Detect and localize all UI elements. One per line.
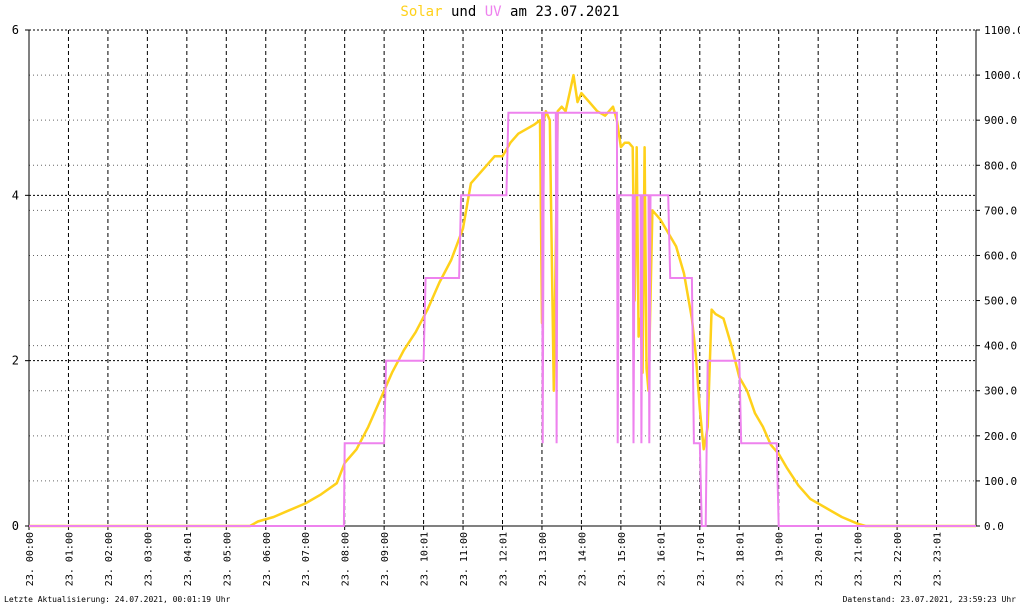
- x-tick-label: 23. 16:01: [656, 532, 667, 586]
- x-tick-label: 23. 08:00: [341, 532, 352, 586]
- left-tick-label: 4: [12, 188, 19, 202]
- x-tick-label: 23. 07:00: [301, 532, 312, 586]
- right-tick-label: 900.0: [984, 114, 1017, 127]
- x-tick-label: 23. 13:00: [538, 532, 549, 586]
- series-line-uv: [29, 111, 976, 527]
- axis-layer: [25, 29, 980, 530]
- x-tick-label: 23. 11:00: [459, 532, 470, 586]
- x-tick-label: 23. 03:00: [143, 532, 154, 586]
- x-tick-label: 23. 12:01: [499, 532, 510, 586]
- right-tick-label: 500.0: [984, 295, 1017, 308]
- right-tick-label: 600.0: [984, 249, 1017, 262]
- right-tick-label: 100.0: [984, 475, 1017, 488]
- right-tick-label: 400.0: [984, 340, 1017, 353]
- right-tick-label: 700.0: [984, 204, 1017, 217]
- title-date: 23.07.2021: [535, 4, 620, 20]
- x-tick-label: 23. 20:01: [814, 532, 825, 586]
- x-tick-label: 23. 04:01: [183, 532, 194, 586]
- right-tick-label: 0.0: [984, 520, 1004, 533]
- label-layer: 0 2 4 6 0.0 100.0 200.0 300.0 400.0 500.0 600.0 700…: [12, 23, 1020, 586]
- series-line-solar: [29, 73, 976, 528]
- right-tick-label: 200.0: [984, 430, 1017, 443]
- x-tick-label: 23. 19:00: [775, 532, 786, 586]
- left-tick-label: 6: [12, 23, 19, 37]
- x-tick-label: 23. 14:00: [577, 532, 588, 586]
- x-tick-label: 23. 00:00: [25, 532, 36, 586]
- title-uv: UV: [484, 4, 502, 20]
- right-tick-label: 800.0: [984, 159, 1017, 172]
- grid-layer: [29, 29, 976, 526]
- x-tick-label: 23. 01:00: [64, 532, 75, 586]
- x-tick-label: 23. 21:00: [854, 532, 865, 586]
- right-tick-label: 1000.0: [984, 69, 1020, 82]
- chart-title: Solar und UV am 23.07.2021: [0, 4, 1020, 20]
- x-tick-label: 23. 05:00: [222, 532, 233, 586]
- x-tick-label: 23. 22:00: [893, 532, 904, 586]
- x-tick-label: 23. 02:00: [104, 532, 115, 586]
- x-tick-label: 23. 10:01: [420, 532, 431, 586]
- left-tick-label: 0: [12, 519, 19, 533]
- x-tick-label: 23. 15:00: [617, 532, 628, 586]
- x-tick-label: 23. 09:00: [380, 532, 391, 586]
- title-solar: Solar: [400, 4, 443, 20]
- footer-last-update: Letzte Aktualisierung: 24.07.2021, 00:01…: [4, 595, 231, 604]
- right-tick-label: 300.0: [984, 385, 1017, 398]
- x-tick-label: 23. 06:00: [262, 532, 273, 586]
- x-tick-label: 23. 18:01: [735, 532, 746, 586]
- right-tick-label: 1100.0: [984, 24, 1020, 37]
- footer-data-status: Datenstand: 23.07.2021, 23:59:23 Uhr: [842, 595, 1016, 604]
- title-und: und: [450, 4, 477, 20]
- series-layer: [29, 73, 976, 528]
- title-am: am: [510, 4, 527, 20]
- x-tick-label: 23. 17:01: [696, 532, 707, 586]
- left-tick-label: 2: [12, 354, 19, 368]
- x-tick-label: 23. 23:01: [933, 532, 944, 586]
